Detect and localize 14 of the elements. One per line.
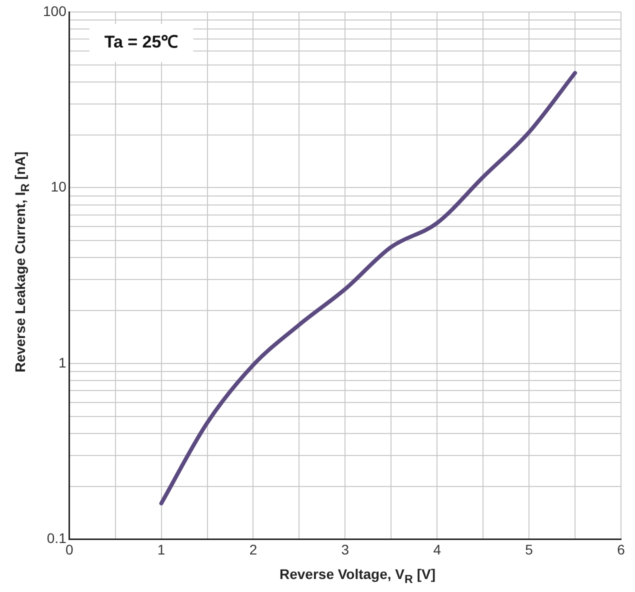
y-tick-label: 1 [58,354,67,370]
x-tick-label: 3 [341,541,350,558]
y-tick-label: 0.1 [46,530,67,546]
x-tick-label: 1 [157,541,166,558]
x-tick-label: 0 [65,541,74,558]
x-axis-title: Reverse Voltage, V$_{R}$ [V] [278,566,436,586]
y-tick-label: 100 [43,2,67,19]
line-series [159,70,578,506]
x-tick-label: 2 [249,541,258,558]
annotation: Ta = 25℃ [104,32,178,52]
x-tick-label: 4 [433,541,442,558]
y-tick-label: 10 [50,178,67,195]
x-tick-label: 5 [525,541,534,558]
x-tick-label: 6 [617,541,626,558]
